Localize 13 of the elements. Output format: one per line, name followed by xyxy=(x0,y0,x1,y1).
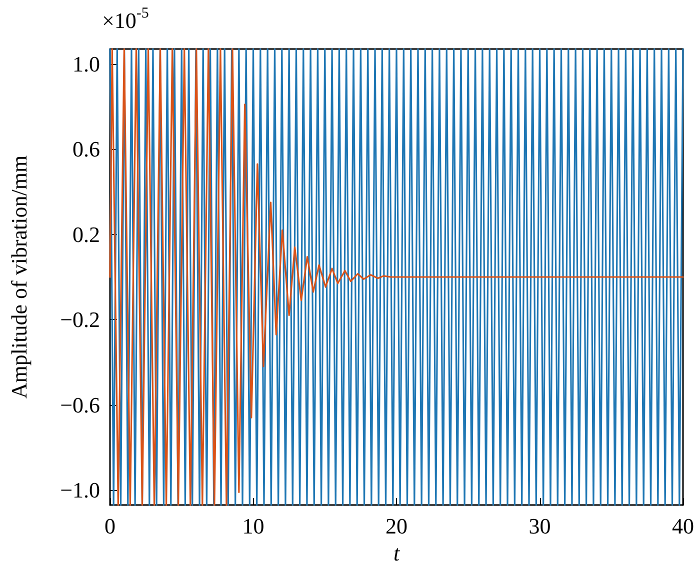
y-axis-title: Amplitude of vibration/mm xyxy=(6,155,32,399)
x-tick-label: 40 xyxy=(672,514,694,538)
y-tick-label: 0.2 xyxy=(72,222,100,247)
y-tick-label: −0.6 xyxy=(60,392,100,418)
y-tick-label: 0.6 xyxy=(72,136,100,162)
y-tick-label: −0.2 xyxy=(60,307,100,332)
x-tick-label: 10 xyxy=(242,514,264,538)
x-tick-label: 20 xyxy=(386,514,408,538)
x-tick-label: 30 xyxy=(528,514,551,538)
x-axis-title: t xyxy=(393,540,400,566)
x-tick-label: 0 xyxy=(104,514,116,538)
y-tick-label: 1.0 xyxy=(72,51,100,76)
y-tick-label: −1.0 xyxy=(60,478,100,503)
